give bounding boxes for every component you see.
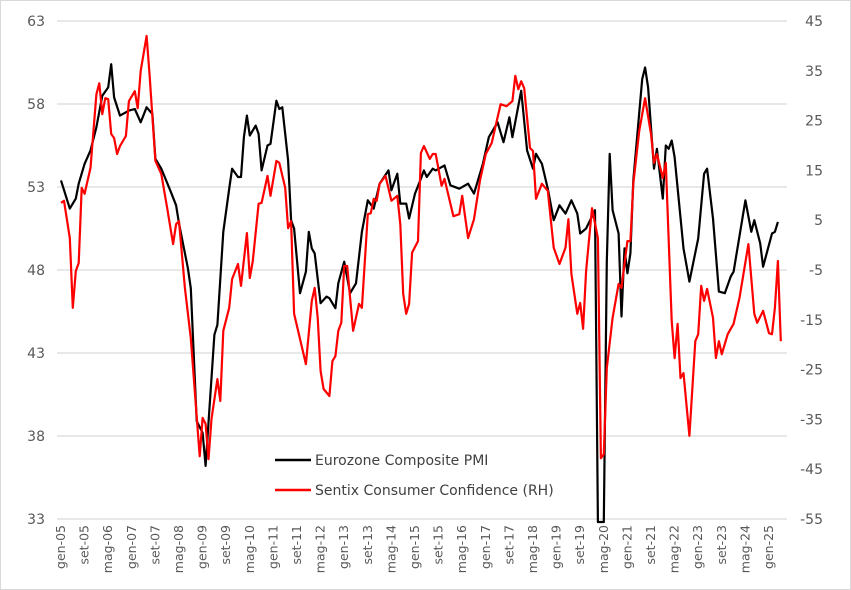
right-tick-label: 45 (805, 14, 823, 30)
series-lines (59, 34, 782, 524)
x-tick-label: gen-15 (407, 525, 422, 569)
x-tick-label: gen-23 (690, 525, 705, 569)
x-tick-label: mag-18 (525, 525, 540, 573)
left-tick-label: 33 (27, 512, 45, 528)
x-tick-label: mag-24 (737, 525, 752, 573)
x-tick-label: gen-05 (53, 525, 68, 569)
x-tick-label: gen-19 (549, 525, 564, 569)
right-tick-label: 35 (805, 64, 823, 80)
left-tick-label: 53 (27, 180, 45, 196)
x-tick-label: mag-06 (100, 525, 115, 573)
x-tick-label: mag-16 (454, 525, 469, 573)
x-tick-label: mag-10 (242, 525, 257, 573)
left-tick-label: 58 (27, 97, 45, 113)
left-tick-label: 48 (27, 263, 45, 279)
x-tick-label: gen-25 (761, 525, 776, 569)
right-tick-label: 15 (805, 163, 823, 179)
x-tick-label: set-19 (572, 525, 587, 565)
left-tick-label: 38 (27, 429, 45, 445)
right-tick-label: -45 (800, 462, 823, 478)
series-line-sentix (60, 34, 782, 461)
legend: Eurozone Composite PMI Sentix Consumer C… (275, 453, 554, 499)
right-tick-label: -55 (800, 512, 823, 528)
x-tick-label: set-23 (714, 525, 729, 565)
right-tick-label: -5 (809, 263, 823, 279)
left-tick-label: 43 (27, 346, 45, 362)
right-tick-label: -15 (800, 313, 823, 329)
x-tick-label: gen-07 (124, 525, 139, 569)
x-tick-label: set-07 (147, 525, 162, 565)
left-tick-label: 63 (27, 14, 45, 30)
legend-label-pmi: Eurozone Composite PMI (315, 453, 488, 469)
x-tick-label: gen-13 (336, 525, 351, 569)
x-tick-label: mag-12 (313, 525, 328, 573)
gridlines (57, 20, 787, 520)
x-tick-label: mag-14 (383, 525, 398, 573)
right-tick-label: 5 (814, 213, 823, 229)
x-tick-label: set-15 (431, 525, 446, 565)
x-tick-label: mag-20 (596, 525, 611, 573)
x-tick-label: mag-22 (667, 525, 682, 573)
x-axis-ticks: gen-05 set-05 mag-06 gen-07 set-07 mag-08 gen-… (53, 525, 776, 573)
x-tick-label: set-05 (77, 525, 92, 565)
right-tick-label: -25 (800, 363, 823, 379)
left-axis-ticks: 33 38 43 48 53 58 63 (27, 14, 45, 528)
legend-label-sentix: Sentix Consumer Confidence (RH) (315, 483, 554, 499)
x-tick-label: set-17 (501, 525, 516, 565)
x-tick-label: gen-11 (265, 525, 280, 569)
right-tick-label: 25 (805, 114, 823, 130)
x-tick-label: set-11 (289, 525, 304, 565)
x-tick-label: gen-21 (619, 525, 634, 569)
x-tick-label: mag-08 (171, 525, 186, 573)
x-tick-label: set-09 (218, 525, 233, 565)
x-tick-label: set-21 (643, 525, 658, 565)
x-tick-label: set-13 (360, 525, 375, 565)
x-tick-label: gen-17 (478, 525, 493, 569)
right-tick-label: -35 (800, 412, 823, 428)
x-tick-label: gen-09 (195, 525, 210, 569)
